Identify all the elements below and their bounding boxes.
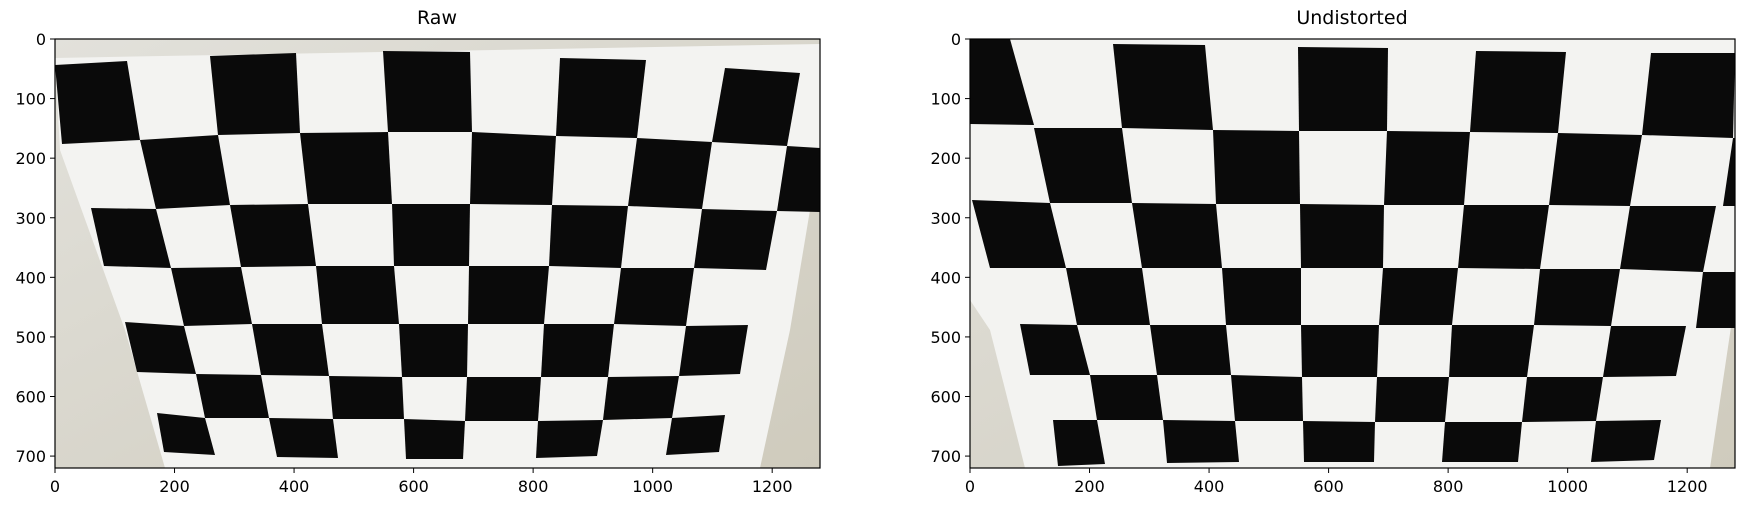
undistorted-y-tick-label: 300 (930, 209, 961, 228)
undistorted-x-tick-label: 800 (1433, 477, 1464, 496)
undistorted-y-tick-label: 700 (930, 447, 961, 466)
undistorted-x-tick-label: 1200 (1667, 477, 1708, 496)
raw-image (55, 39, 820, 468)
undistorted-y-tick-label: 100 (930, 90, 961, 109)
undistorted-y-tick-label: 0 (951, 30, 961, 49)
undistorted-dark-squares (970, 39, 1735, 466)
undistorted-y-tick-label: 200 (930, 149, 961, 168)
undistorted-x-tick-label: 1000 (1547, 477, 1588, 496)
raw-x-axis: 0 200 400 600 800 1000 1200 (50, 468, 793, 496)
undistorted-x-tick-label: 200 (1074, 477, 1105, 496)
raw-x-tick-label: 1200 (752, 477, 793, 496)
raw-x-tick-label: 400 (279, 477, 310, 496)
raw-y-tick-label: 200 (15, 149, 46, 168)
raw-y-tick-label: 600 (15, 388, 46, 407)
undistorted-y-tick-label: 600 (930, 388, 961, 407)
undistorted-x-tick-label: 0 (965, 477, 975, 496)
undistorted-image (970, 39, 1735, 468)
undistorted-x-tick-label: 400 (1194, 477, 1225, 496)
undistorted-x-tick-label: 600 (1313, 477, 1344, 496)
raw-panel: Raw (15, 7, 821, 496)
raw-y-tick-label: 500 (15, 328, 46, 347)
undistorted-y-tick-label: 400 (930, 268, 961, 287)
undistorted-panel-title: Undistorted (1296, 7, 1407, 29)
raw-y-tick-label: 100 (15, 90, 46, 109)
undistorted-panel: Undistorted (930, 7, 1736, 496)
raw-y-tick-label: 300 (15, 209, 46, 228)
raw-y-tick-label: 700 (15, 447, 46, 466)
raw-x-tick-label: 600 (398, 477, 429, 496)
raw-x-tick-label: 0 (50, 477, 60, 496)
undistorted-axes-frame (969, 38, 1736, 469)
undistorted-y-tick-label: 500 (930, 328, 961, 347)
undistorted-y-axis: 0 100 200 300 400 500 600 700 (930, 30, 970, 466)
raw-y-tick-label: 0 (36, 30, 46, 49)
raw-axes-frame (54, 38, 821, 469)
undistorted-x-axis: 0 200 400 600 800 1000 1200 (965, 468, 1708, 496)
raw-x-tick-label: 200 (159, 477, 190, 496)
raw-panel-title: Raw (417, 7, 457, 29)
raw-dark-squares (55, 51, 820, 459)
raw-y-tick-label: 400 (15, 268, 46, 287)
raw-x-tick-label: 800 (518, 477, 549, 496)
raw-x-tick-label: 1000 (632, 477, 673, 496)
raw-y-axis: 0 100 200 300 400 500 600 700 (15, 30, 55, 466)
